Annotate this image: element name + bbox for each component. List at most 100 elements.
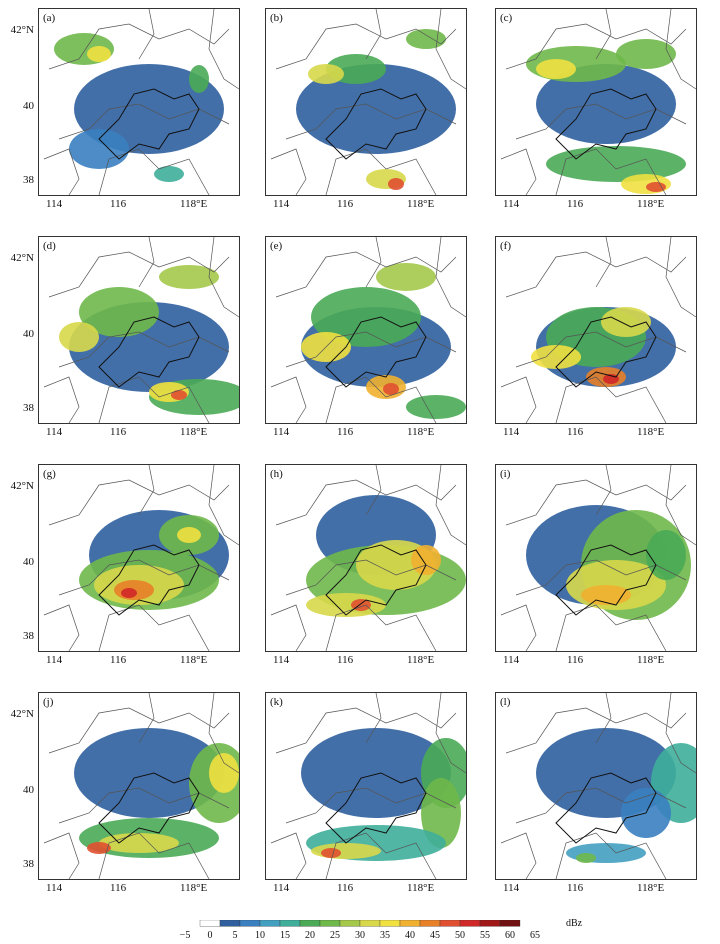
city-boundary <box>98 316 200 388</box>
map-panel: (a) <box>38 8 240 196</box>
latitude-tick-label: 42°N <box>10 480 34 492</box>
panel-label: (f) <box>500 240 511 252</box>
radar-echo <box>383 383 399 395</box>
radar-echo <box>406 29 446 49</box>
boundary-line <box>138 9 155 60</box>
latitude-tick-label: 38 <box>23 402 34 414</box>
radar-echo <box>388 178 404 190</box>
city-boundary <box>555 88 657 160</box>
radar-echo <box>308 64 344 84</box>
panel-label: (d) <box>43 240 56 252</box>
radar-echo <box>171 390 187 400</box>
colorbar-tick-label: 50 <box>455 930 465 941</box>
longitude-tick-label: 114 <box>503 654 520 666</box>
boundary-line <box>595 237 612 288</box>
map-panel: (j) <box>38 692 240 880</box>
longitude-tick-label: 116 <box>337 654 354 666</box>
boundary-line <box>500 604 537 651</box>
longitude-tick-label: 116 <box>110 654 127 666</box>
radar-echo <box>311 843 381 859</box>
longitude-tick-label: 114 <box>273 426 290 438</box>
boundary-line <box>138 465 155 516</box>
city-boundary <box>325 772 427 844</box>
longitude-tick-label: 118°E <box>637 426 665 438</box>
colorbar-tick-label: 40 <box>405 930 415 941</box>
radar-echo <box>601 307 651 337</box>
colorbar-tick-label: 10 <box>255 930 265 941</box>
longitude-tick-label: 114 <box>46 654 63 666</box>
colorbar <box>199 920 521 927</box>
city-boundary <box>98 544 200 616</box>
colorbar-segment <box>499 920 521 927</box>
latitude-tick-label: 40 <box>23 556 34 568</box>
radar-echo <box>376 263 436 291</box>
panel-label: (e) <box>270 240 283 252</box>
longitude-tick-label: 118°E <box>407 654 435 666</box>
colorbar-segment <box>419 920 441 927</box>
longitude-tick-label: 116 <box>567 426 584 438</box>
boundary-line <box>98 832 210 879</box>
panel-label: (c) <box>500 12 513 24</box>
boundary-line <box>555 376 667 423</box>
boundary-line <box>595 465 612 516</box>
panel-label: (a) <box>43 12 56 24</box>
colorbar-segment <box>299 920 321 927</box>
radar-echo <box>406 395 466 419</box>
longitude-tick-label: 116 <box>110 426 127 438</box>
radar-echo <box>59 322 99 352</box>
radar-echo <box>306 593 386 617</box>
reflectivity-map <box>43 693 239 879</box>
boundary-line <box>43 604 80 651</box>
latitude-tick-label: 40 <box>23 100 34 112</box>
map-panel: (c) <box>495 8 697 196</box>
longitude-tick-label: 114 <box>273 882 290 894</box>
longitude-tick-label: 116 <box>337 426 354 438</box>
colorbar-tick-label: 35 <box>380 930 390 941</box>
radar-echo <box>576 853 596 863</box>
longitude-tick-label: 116 <box>337 882 354 894</box>
boundary-line <box>138 237 155 288</box>
reflectivity-map <box>43 465 239 651</box>
boundary-line <box>138 693 155 744</box>
radar-echo <box>189 65 209 93</box>
longitude-tick-label: 116 <box>567 198 584 210</box>
longitude-tick-label: 116 <box>110 882 127 894</box>
boundary-line <box>325 148 437 195</box>
longitude-tick-label: 114 <box>503 882 520 894</box>
panel-label: (g) <box>43 468 56 480</box>
panel-label: (j) <box>43 696 54 708</box>
radar-echo <box>69 129 129 169</box>
radar-echo <box>301 728 451 818</box>
map-panel: (g) <box>38 464 240 652</box>
radar-echo <box>87 842 111 854</box>
longitude-tick-label: 118°E <box>637 882 665 894</box>
boundary-line <box>325 832 437 879</box>
colorbar-tick-label: 15 <box>280 930 290 941</box>
radar-echo <box>87 46 111 62</box>
longitude-tick-label: 114 <box>503 198 520 210</box>
city-boundary <box>325 88 427 160</box>
boundary-line <box>98 148 210 195</box>
panel-label: (k) <box>270 696 283 708</box>
longitude-tick-label: 118°E <box>180 654 208 666</box>
map-panel: (i) <box>495 464 697 652</box>
colorbar-segment <box>339 920 361 927</box>
latitude-tick-label: 38 <box>23 174 34 186</box>
colorbar-tick-label: 30 <box>355 930 365 941</box>
map-panel: (e) <box>265 236 467 424</box>
boundary-line <box>500 832 537 879</box>
colorbar-segment <box>219 920 241 927</box>
map-panel: (h) <box>265 464 467 652</box>
radar-echo <box>209 753 239 793</box>
boundary-line <box>98 376 210 423</box>
latitude-tick-label: 42°N <box>10 252 34 264</box>
radar-echo <box>531 345 581 369</box>
reflectivity-map <box>270 465 466 651</box>
boundary-line <box>365 465 382 516</box>
radar-echo <box>121 588 137 598</box>
boundary-line <box>555 832 667 879</box>
longitude-tick-label: 118°E <box>637 654 665 666</box>
radar-echo <box>321 848 341 858</box>
radar-echo <box>79 287 159 337</box>
city-boundary <box>98 88 200 160</box>
